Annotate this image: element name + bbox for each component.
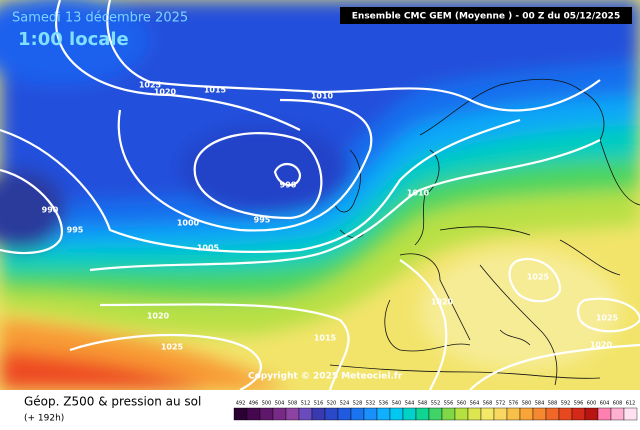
legend-swatch: [597, 407, 612, 421]
legend-swatch: [363, 407, 378, 421]
legend-label: 492: [236, 401, 246, 407]
legend-label: 608: [613, 401, 623, 407]
isobar-label: 1020: [431, 298, 454, 307]
legend-swatch: [467, 407, 482, 421]
map-field: [0, 0, 640, 390]
isobar-label: 1025: [139, 81, 162, 90]
time-label: 1:00 locale: [18, 29, 129, 50]
legend-swatch: [298, 407, 313, 421]
legend-label: 528: [353, 401, 363, 407]
legend-swatch: [558, 407, 573, 421]
legend-label: 524: [340, 401, 350, 407]
footer-lead: (+ 192h): [24, 414, 64, 424]
isobars: [0, 0, 640, 390]
legend-label: 568: [483, 401, 493, 407]
legend-swatch: [610, 407, 625, 421]
isobar-label: 1010: [311, 92, 334, 101]
legend-label: 544: [405, 401, 415, 407]
legend-label: 588: [548, 401, 558, 407]
isobar-label: 995: [254, 216, 271, 225]
legend-swatch: [623, 407, 638, 421]
legend-swatch: [493, 407, 508, 421]
isobar-label: 990: [280, 181, 297, 190]
legend-label: 552: [431, 401, 441, 407]
legend-swatch: [246, 407, 261, 421]
legend-label: 596: [574, 401, 584, 407]
legend-label: 516: [314, 401, 324, 407]
legend-label: 580: [522, 401, 532, 407]
legend-swatch: [324, 407, 339, 421]
coastlines: [329, 78, 640, 386]
legend-swatch: [337, 407, 352, 421]
isobar-label: 1025: [596, 314, 619, 323]
legend-swatch: [272, 407, 287, 421]
legend-swatch: [233, 407, 248, 421]
legend-label: 604: [600, 401, 610, 407]
legend-swatch: [389, 407, 404, 421]
isobar-label: 1005: [197, 244, 220, 253]
isobar-label: 990: [42, 206, 59, 215]
legend-swatch: [506, 407, 521, 421]
model-box: [340, 7, 632, 24]
isobar-label: 995: [67, 226, 84, 235]
legend-swatch: [454, 407, 469, 421]
legend-swatch: [584, 407, 599, 421]
legend-label: 500: [262, 401, 272, 407]
isobar-label: 1015: [204, 86, 227, 95]
legend-label: 548: [418, 401, 428, 407]
legend-label: 512: [301, 401, 311, 407]
isobar-label: 1000: [177, 219, 200, 228]
legend-label: 584: [535, 401, 545, 407]
legend-label: 508: [288, 401, 298, 407]
isobar-label: 1020: [147, 312, 170, 321]
legend-swatch: [415, 407, 430, 421]
legend-label: 560: [457, 401, 467, 407]
legend-swatch: [285, 407, 300, 421]
legend-label: 564: [470, 401, 480, 407]
isobar-label: 1010: [407, 189, 430, 198]
color-legend: 492 496 500 504 508 512 516 520 524 528 532 536 540 5…: [233, 401, 638, 421]
isobar-label: 1020: [154, 88, 177, 97]
footer-title: Géop. Z500 & pression au sol: [24, 395, 201, 409]
isobar-label: 1025: [527, 273, 550, 282]
legend-label: 556: [444, 401, 454, 407]
copyright: Copyright © 2025 Meteociel.fr: [248, 372, 403, 382]
model-label: Ensemble CMC GEM (Moyenne ) - 00 Z du 05…: [352, 12, 620, 22]
legend-swatch: [428, 407, 443, 421]
legend-swatch: [376, 407, 391, 421]
isobar-label: 1025: [161, 343, 184, 352]
legend-swatch: [532, 407, 547, 421]
legend-label: 532: [366, 401, 376, 407]
legend-label: 572: [496, 401, 506, 407]
legend-label: 536: [379, 401, 389, 407]
date-label: Samedi 13 décembre 2025: [12, 11, 188, 26]
legend-label: 504: [275, 401, 285, 407]
isobar-label: 1015: [314, 334, 337, 343]
legend-label: 592: [561, 401, 571, 407]
legend-swatch: [480, 407, 495, 421]
legend-label: 540: [392, 401, 402, 407]
legend-swatch: [519, 407, 534, 421]
legend-swatch: [259, 407, 274, 421]
legend-swatch: [571, 407, 586, 421]
legend-swatch: [545, 407, 560, 421]
legend-label: 576: [509, 401, 519, 407]
legend-label: 520: [327, 401, 337, 407]
legend-label: 496: [249, 401, 259, 407]
legend-swatch: [441, 407, 456, 421]
legend-swatch: [350, 407, 365, 421]
legend-label: 612: [626, 401, 636, 407]
isobar-label: 1020: [590, 341, 613, 350]
legend-label: 600: [587, 401, 597, 407]
legend-swatch: [402, 407, 417, 421]
legend-swatch: [311, 407, 326, 421]
